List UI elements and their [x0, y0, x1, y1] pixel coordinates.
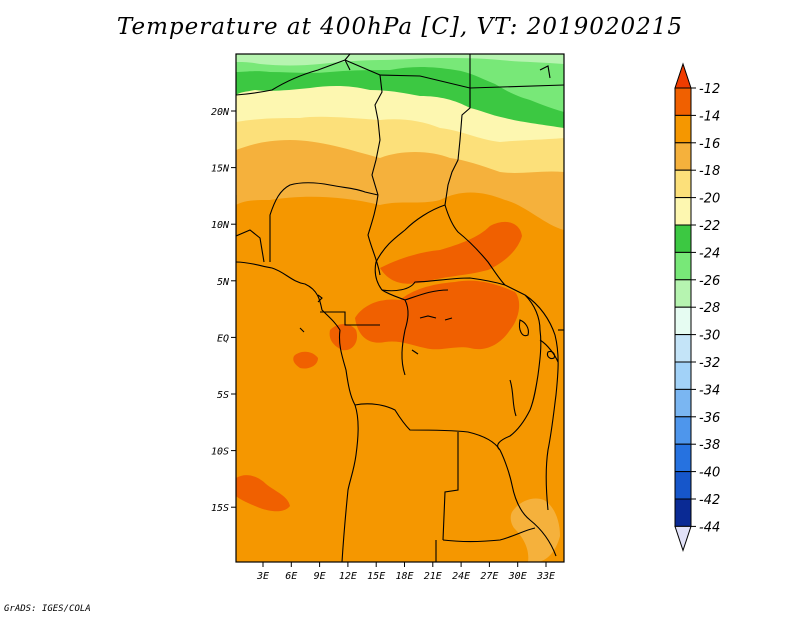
latitude-axis: 20N 15N 10N 5N EQ 5S 10S 15S [211, 107, 236, 514]
colorbar-label: -22 [699, 219, 720, 234]
colorbar-swatch [674, 197, 692, 226]
lat-tick-label: 20N [211, 107, 230, 118]
colorbar-swatch [674, 251, 692, 281]
colorbar-swatch [674, 279, 692, 308]
lon-tick-label: 15E [367, 571, 385, 582]
colorbar-swatch [674, 416, 692, 445]
colorbar-label: -12 [699, 82, 720, 97]
colorbar-label: -24 [699, 246, 720, 261]
footer-credit: GrADS: IGES/COLA [4, 604, 91, 614]
colorbar-swatch [674, 443, 692, 473]
lat-tick-label: 15N [211, 164, 230, 175]
colorbar-swatch [674, 334, 692, 363]
colorbar-label: -30 [699, 329, 720, 344]
temperature-field [236, 54, 564, 562]
colorbar-swatch [674, 498, 692, 527]
colorbar-label: -20 [699, 192, 720, 207]
lon-tick-label: 33E [536, 571, 555, 582]
colorbar-label: -32 [699, 356, 720, 371]
longitude-axis: 3E 6E 9E 12E 15E 18E 21E 24E 27E 30E 33E [256, 562, 555, 582]
lon-tick-label: 6E [285, 571, 297, 582]
colorbar-label: -28 [699, 301, 720, 316]
colorbar-swatch [674, 87, 692, 116]
colorbar-label: -36 [699, 411, 720, 426]
lat-tick-label: EQ [217, 333, 229, 344]
lat-tick-label: 10S [211, 447, 229, 458]
lon-tick-label: 27E [480, 571, 498, 582]
colorbar-label: -38 [699, 438, 720, 453]
lon-tick-label: 24E [452, 571, 470, 582]
colorbar-swatch [674, 306, 692, 336]
lat-tick-label: 5N [217, 277, 230, 288]
map-title: Temperature at 400hPa [C], VT: 201902021… [116, 14, 684, 40]
lon-tick-label: 12E [339, 571, 357, 582]
colorbar-over-triangle [674, 62, 692, 89]
colorbar: -12 -14 -16 -18 -20 -22 -24 -26 -28 -30 -32 -34 -36 -… [674, 62, 720, 552]
colorbar-label: -16 [699, 137, 720, 152]
lat-tick-label: 15S [211, 503, 229, 514]
lon-tick-label: 18E [395, 571, 413, 582]
colorbar-swatch [674, 142, 692, 171]
lon-tick-label: 9E [314, 571, 326, 582]
map-frame [235, 53, 565, 563]
colorbar-label: -14 [699, 109, 720, 124]
colorbar-swatch [674, 169, 692, 199]
colorbar-label: -18 [699, 164, 720, 179]
lat-tick-label: 5S [217, 390, 229, 401]
lakes [299, 65, 556, 360]
lon-tick-label: 21E [424, 571, 442, 582]
lat-tick-label: 10N [211, 220, 230, 231]
colorbar-label: -34 [699, 383, 720, 398]
colorbar-label: -26 [699, 274, 720, 289]
lon-tick-label: 3E [256, 571, 269, 582]
lon-tick-label: 30E [508, 571, 527, 582]
colorbar-label: -42 [699, 493, 720, 508]
colorbar-swatch [674, 471, 692, 500]
colorbar-label: -44 [699, 520, 720, 535]
colorbar-swatch [674, 388, 692, 418]
colorbar-label: -40 [699, 466, 720, 481]
colorbar-swatch [674, 224, 692, 253]
colorbar-swatch [674, 114, 692, 144]
country-borders [236, 54, 564, 562]
colorbar-swatch [674, 361, 692, 390]
colorbar-under-triangle [674, 525, 692, 552]
